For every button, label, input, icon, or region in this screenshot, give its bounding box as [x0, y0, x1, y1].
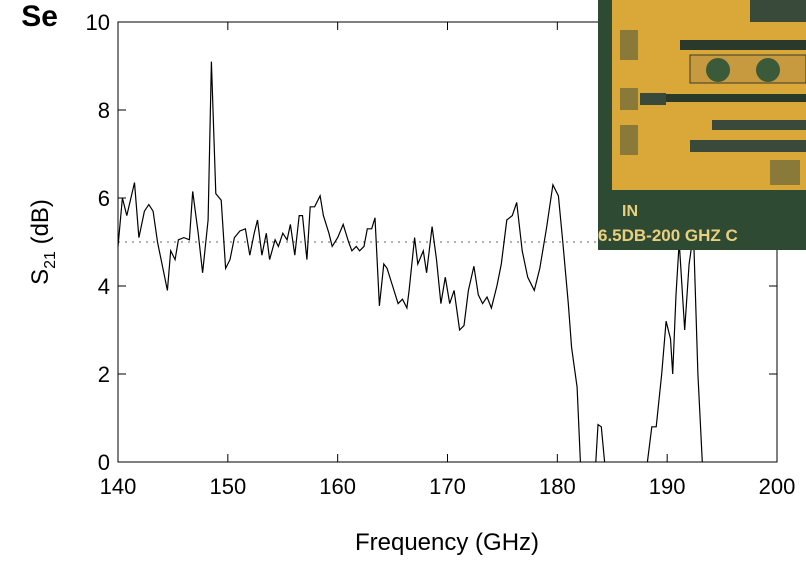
pad: [770, 160, 800, 185]
y-axis-label: S21 (dB): [27, 199, 59, 285]
pad: [620, 30, 638, 60]
x-tick-label: 140: [100, 474, 137, 499]
inset-photo: IN 6.5DB-200 GHZ C: [598, 0, 806, 250]
y-label-space: [27, 244, 54, 251]
y-tick-label: 0: [98, 450, 110, 475]
trace: [680, 40, 806, 50]
y-tick-label: 10: [86, 10, 110, 35]
pad: [750, 0, 806, 22]
pad: [620, 88, 638, 110]
device: [756, 58, 780, 82]
x-axis-label: Frequency (GHz): [355, 529, 539, 556]
y-tick-label: 2: [98, 362, 110, 387]
y-label-unit: (dB): [27, 199, 54, 244]
y-label-symbol: S: [27, 269, 54, 285]
x-tick-label: 180: [539, 474, 576, 499]
inset-label: 6.5DB-200 GHZ C: [598, 226, 738, 245]
x-tick-label: 160: [319, 474, 356, 499]
y-label-subscript: 21: [42, 251, 59, 269]
x-tick-label: 150: [209, 474, 246, 499]
trace: [640, 93, 666, 105]
x-tick-label: 170: [429, 474, 466, 499]
trace: [712, 120, 806, 130]
trace: [666, 94, 806, 102]
x-tick-label: 190: [649, 474, 686, 499]
y-tick-label: 6: [98, 186, 110, 211]
pad: [620, 125, 638, 155]
chart-title: Se: [21, 0, 58, 33]
x-tick-label: 200: [759, 474, 796, 499]
y-tick-label: 8: [98, 98, 110, 123]
trace: [690, 140, 806, 152]
y-tick-label: 4: [98, 274, 110, 299]
device: [706, 58, 730, 82]
inset-label: IN: [622, 203, 638, 220]
